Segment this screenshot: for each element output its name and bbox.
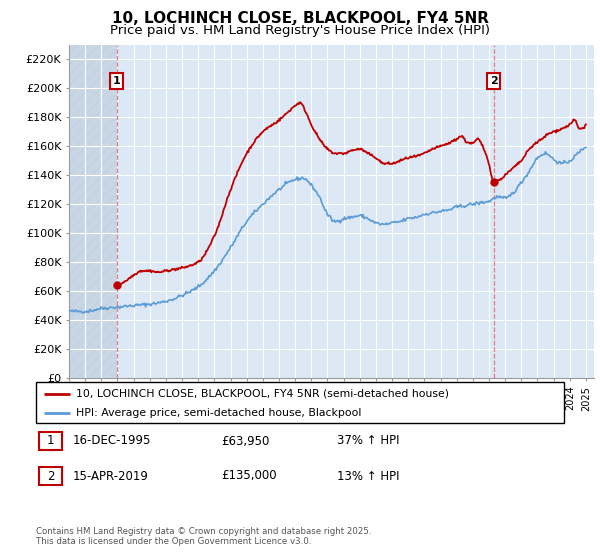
Text: 10, LOCHINCH CLOSE, BLACKPOOL, FY4 5NR: 10, LOCHINCH CLOSE, BLACKPOOL, FY4 5NR: [112, 11, 488, 26]
Text: 10, LOCHINCH CLOSE, BLACKPOOL, FY4 5NR (semi-detached house): 10, LOCHINCH CLOSE, BLACKPOOL, FY4 5NR (…: [76, 389, 449, 399]
Text: 1: 1: [47, 435, 54, 447]
FancyBboxPatch shape: [36, 382, 564, 423]
Text: £63,950: £63,950: [221, 435, 269, 447]
Text: 37% ↑ HPI: 37% ↑ HPI: [337, 435, 400, 447]
Text: 1: 1: [113, 76, 121, 86]
Text: HPI: Average price, semi-detached house, Blackpool: HPI: Average price, semi-detached house,…: [76, 408, 361, 418]
Text: £135,000: £135,000: [221, 469, 277, 483]
Text: 2: 2: [47, 469, 54, 483]
FancyBboxPatch shape: [38, 466, 62, 486]
Text: 15-APR-2019: 15-APR-2019: [73, 469, 149, 483]
Text: 2: 2: [490, 76, 497, 86]
Text: 16-DEC-1995: 16-DEC-1995: [73, 435, 151, 447]
Text: 13% ↑ HPI: 13% ↑ HPI: [337, 469, 400, 483]
Text: Contains HM Land Registry data © Crown copyright and database right 2025.
This d: Contains HM Land Registry data © Crown c…: [36, 526, 371, 546]
FancyBboxPatch shape: [38, 432, 62, 450]
Text: Price paid vs. HM Land Registry's House Price Index (HPI): Price paid vs. HM Land Registry's House …: [110, 24, 490, 36]
